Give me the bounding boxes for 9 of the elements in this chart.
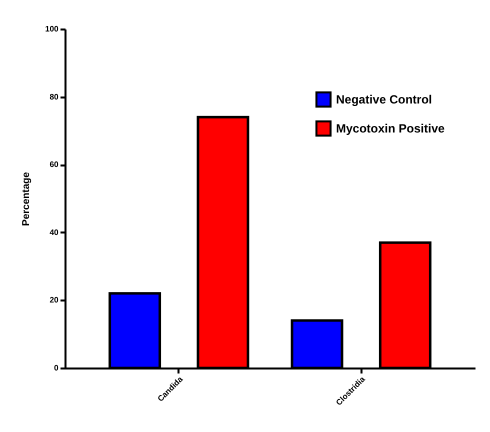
y-tick-label: 20 — [50, 296, 60, 305]
legend-label: Negative Control — [336, 92, 432, 106]
y-tick-label: 40 — [50, 228, 60, 237]
legend-label: Mycotoxin Positive — [336, 122, 446, 136]
y-tick-label: 80 — [50, 92, 60, 102]
y-tick-label: 100 — [45, 24, 60, 34]
y-tick-label: 60 — [50, 160, 60, 170]
y-tick-label: 0 — [54, 364, 60, 372]
y-axis-title: Percentage — [21, 172, 32, 226]
